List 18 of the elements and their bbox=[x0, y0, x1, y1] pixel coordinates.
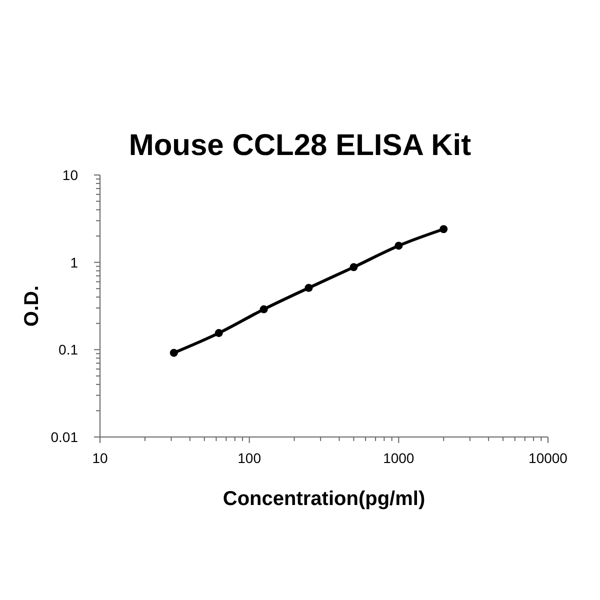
x-tick-label: 10000 bbox=[528, 450, 568, 466]
point bbox=[170, 348, 178, 357]
point bbox=[214, 329, 223, 338]
point bbox=[394, 242, 403, 250]
x-axis-title: Concentration(pg/ml) bbox=[222, 488, 426, 510]
x-tick-label: 10 bbox=[92, 450, 108, 466]
point bbox=[304, 284, 313, 292]
y-tick-label: 1 bbox=[70, 254, 78, 270]
y-tick-label: 10 bbox=[62, 167, 78, 183]
point bbox=[440, 225, 448, 234]
y-axis-title: O.D. bbox=[21, 285, 43, 327]
point bbox=[350, 263, 358, 272]
chart-title: Mouse CCL28 ELISA Kit bbox=[128, 129, 472, 162]
y-tick-label: 0.1 bbox=[58, 342, 78, 358]
x-tick-label: 100 bbox=[238, 450, 262, 466]
point bbox=[260, 305, 268, 314]
y-tick-label: 0.01 bbox=[50, 429, 78, 445]
x-tick-label: 1000 bbox=[383, 450, 414, 466]
